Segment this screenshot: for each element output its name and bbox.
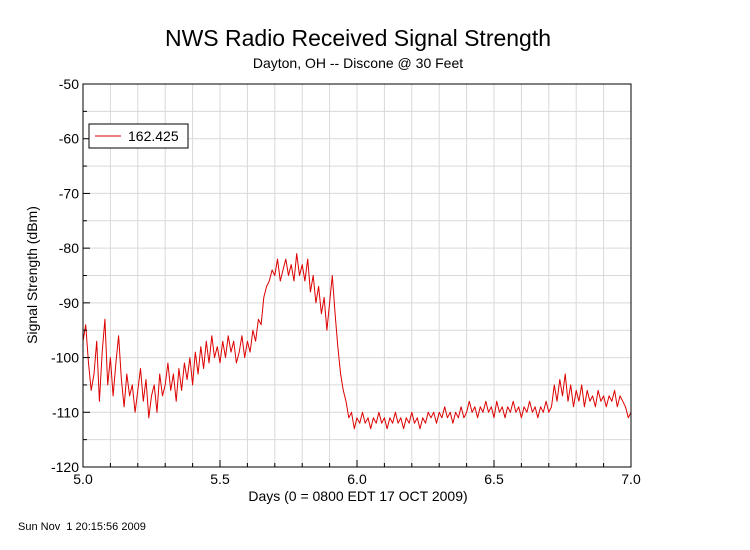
chart-title: NWS Radio Received Signal Strength xyxy=(165,25,551,51)
y-axis-label: Signal Strength (dBm) xyxy=(24,206,40,344)
y-tick-label: -50 xyxy=(59,76,79,92)
x-axis-label: Days (0 = 0800 EDT 17 OCT 2009) xyxy=(248,488,467,504)
y-tick-label: -100 xyxy=(51,350,79,366)
chart-subtitle: Dayton, OH -- Discone @ 30 Feet xyxy=(253,55,463,71)
legend-label: 162.425 xyxy=(128,128,179,144)
y-tick-label: -60 xyxy=(59,131,79,147)
y-tick-label: -70 xyxy=(59,185,79,201)
y-tick-label: -80 xyxy=(59,240,79,256)
grid xyxy=(82,83,632,468)
x-tick-label: 6.5 xyxy=(484,471,504,487)
series-line-162-425 xyxy=(82,253,632,430)
axis-ticks: 5.0 5.5 6.0 6.5 7.0 -50 -60 -70 -80 -90 -100 -110 -1… xyxy=(51,76,641,487)
timestamp-footer: Sun Nov 1 20:15:56 2009 xyxy=(18,521,146,533)
legend: 162.425 xyxy=(88,123,189,149)
series-layer xyxy=(82,253,632,430)
x-tick-label: 5.0 xyxy=(73,471,93,487)
x-tick-label: 6.0 xyxy=(347,471,367,487)
y-tick-label: -110 xyxy=(52,404,79,420)
y-tick-label: -90 xyxy=(59,295,79,311)
x-tick-label: 5.5 xyxy=(210,471,230,487)
x-tick-label: 7.0 xyxy=(621,471,641,487)
y-tick-label: -120 xyxy=(51,459,79,475)
